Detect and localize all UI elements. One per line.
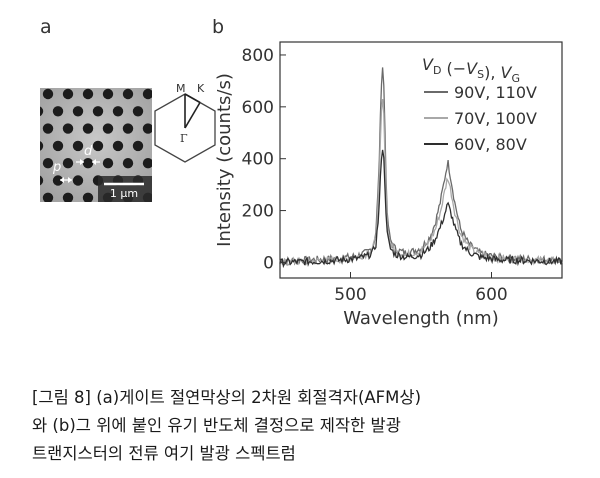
lattice-hole [122,123,134,134]
lattice-hole [62,88,74,100]
y-tick-label: 200 [242,202,274,222]
lattice-hole [40,175,44,186]
plot-frame [279,41,563,279]
legend-entry: 90V, 110V [454,83,537,102]
period-arrowhead-left [60,177,64,183]
y-tick-label: 800 [242,46,274,66]
afm-image: 1 μm p d [40,88,152,202]
lattice-hole [72,106,84,117]
lattice-hole [92,140,104,152]
lattice-hole [52,140,64,152]
lattice-hole [62,158,74,169]
panel-label-b: b [212,16,225,38]
y-tick-label: 0 [263,253,274,273]
lattice-hole [102,123,114,134]
series-line [279,99,563,267]
figure-caption: [그림 8] (a)게이트 절연막상의 2차원 회절격자(AFM상) 와 (b)… [32,388,422,463]
plot-border [279,41,563,279]
ticks-layer: 0 200 400 600 800 500 600 [242,46,508,305]
lattice-hole [122,158,134,169]
diameter-arrowhead-left [80,159,84,165]
lattice-hole [122,88,134,100]
hole-diameter-label: d [84,144,93,159]
lattice-hole [72,175,84,186]
y-axis-title: Intensity (counts/s) [214,73,235,247]
lattice-hole [62,192,74,202]
lattice-hole [72,140,84,152]
lattice-hole [82,123,94,134]
legend-title: VD (−VS), VG [422,55,520,85]
brillouin-zone-diagram: M K Γ [154,82,216,163]
lattice-hole [42,192,54,202]
lattice-hole [82,158,94,169]
bz-label-m: M [176,82,186,95]
lattice-hole [112,140,124,152]
lattice-hole [142,88,152,100]
hexagon [154,93,216,163]
lattice-hole [52,175,64,186]
y-tick-label: 600 [242,98,274,118]
lattice-hole [142,123,152,134]
lattice-hole [92,106,104,117]
lattice-hole [102,88,114,100]
panel-label-a: a [40,16,52,38]
diameter-arrowhead-right [92,159,96,165]
lattice-hole [142,158,152,169]
legend-entry: 60V, 80V [454,135,527,154]
y-tick-label: 400 [242,150,274,170]
bz-label-gamma: Γ [180,132,188,145]
lattice-hole [40,106,44,117]
lattice-hole [42,158,54,169]
scale-bar-background [98,176,152,202]
series-layer [279,67,563,269]
legend-entry: 70V, 100V [454,109,537,128]
lattice-hole [62,123,74,134]
lattice-period-label: p [52,160,61,175]
emission-spectrum-chart: 0 200 400 600 800 500 600 Intensity (counts/s)… [214,41,563,329]
lattice-hole [42,88,54,100]
x-tick-label: 500 [334,285,366,305]
period-arrowhead-right [68,177,72,183]
lattice-hole [52,106,64,117]
gamma-k-line [184,102,201,129]
lattice-hole [40,141,44,151]
lattice-hole [112,106,124,117]
lattice-hole [82,88,94,100]
lattice-hole [102,158,114,169]
lattice-hole [132,106,144,117]
lattice-hole [82,192,94,202]
scale-bar-label: 1 μm [110,187,138,200]
series-line [279,149,563,269]
bz-label-k: K [197,82,205,95]
m-k-line [184,93,201,104]
lattice-hole [132,140,144,152]
x-axis-title: Wavelength (nm) [343,308,499,329]
lattice-hole [42,123,54,134]
x-tick-label: 600 [475,285,507,305]
